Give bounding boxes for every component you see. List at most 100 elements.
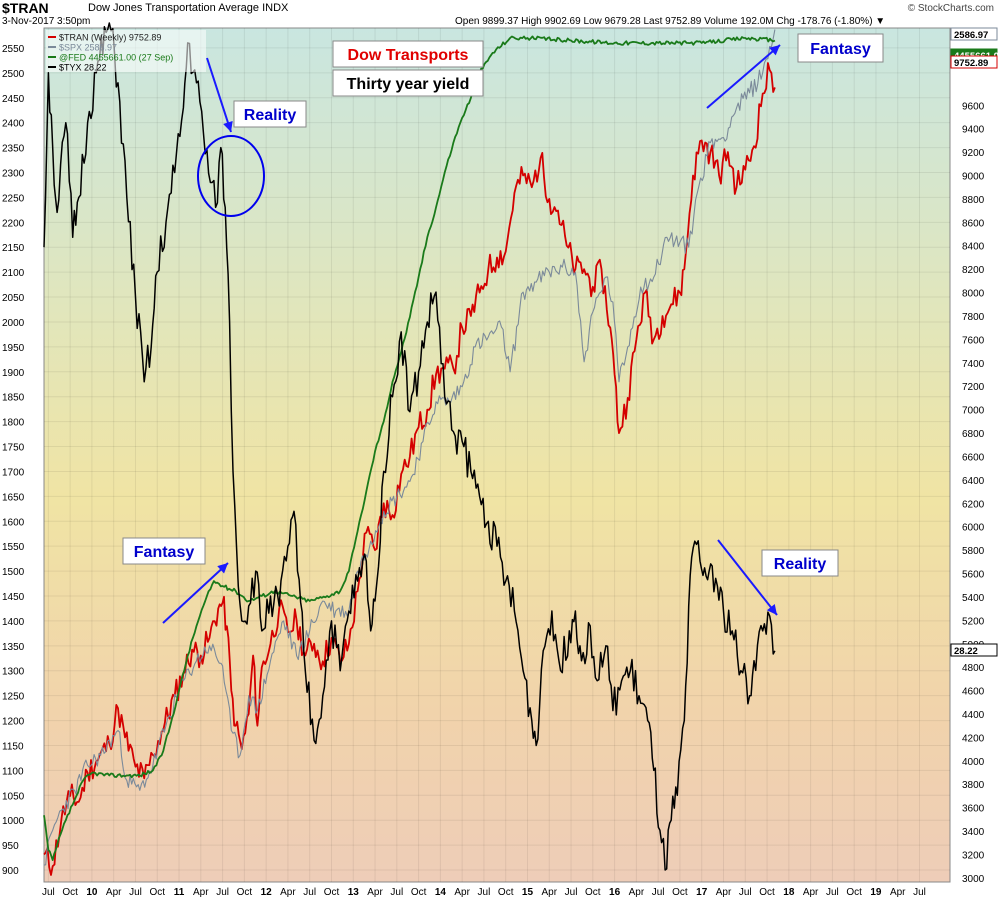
annotation-text: Thirty year yield [347,76,470,93]
left-tick-label: 2050 [2,293,25,304]
left-tick-label: 2250 [2,193,25,204]
left-tick-label: 900 [2,866,19,877]
annotation-text: Dow Transports [348,47,469,64]
left-tick-label: 1150 [2,741,24,752]
stockcharts-watermark: © StockCharts.com [907,3,994,14]
value-label: 28.22 [954,646,978,657]
left-tick-label: 2000 [2,318,25,329]
series-line-fed [43,35,776,861]
x-tick-label: Apr [803,887,819,898]
x-tick-label: 17 [696,887,708,898]
left-tick-label: 1900 [2,368,25,379]
left-tick-label: 2100 [2,268,25,279]
legend-label: $TYX 28.22 [59,63,107,73]
x-tick-label: Apr [454,887,470,898]
x-tick-label: Jul [303,887,316,898]
x-tick-label: Jul [478,887,491,898]
x-tick-label: 11 [174,887,185,898]
series-line-spx [43,29,776,866]
x-tick-label: Oct [149,887,165,898]
axis-layer: 900 950 1000 1050 1100 1150 1200 1250 1300 1350 14… [2,44,985,898]
left-tick-label: 1550 [2,542,25,553]
x-tick-label: 10 [86,887,98,898]
left-tick-label: 1850 [2,393,25,404]
plot-background [43,27,951,883]
x-tick-label: Oct [324,887,340,898]
left-tick-label: 1250 [2,692,25,703]
right-tick-label: 3000 [962,874,985,885]
quote-summary: Open 9899.37 High 9902.69 Low 9679.28 La… [455,16,886,27]
x-tick-label: Apr [280,887,296,898]
left-tick-label: 1600 [2,517,25,528]
ticker-description: Dow Jones Transportation Average INDX [88,2,289,14]
left-tick-label: 1650 [2,492,25,503]
annotation-text: Reality [244,107,297,124]
left-tick-label: 1500 [2,567,25,578]
right-tick-label: 6000 [962,523,985,534]
left-tick-label: 1200 [2,717,25,728]
arrow-shaft [206,57,232,133]
series-line-tyx [43,22,776,871]
right-tick-label: 9200 [962,148,985,159]
right-tick-label: 3200 [962,850,985,861]
annotation-box [761,549,839,577]
arrow-shaft [162,562,229,624]
right-tick-label: 3600 [962,804,985,815]
left-tick-label: 2150 [2,243,25,254]
left-tick-label: 1000 [2,816,25,827]
left-tick-label: 1950 [2,343,25,354]
highlight-circle [197,135,265,217]
x-tick-label: Apr [541,887,557,898]
annotation-box [797,33,884,63]
legend-label: $SPX 2586.97 [59,43,117,53]
right-tick-label: 6400 [962,476,985,487]
left-tick-label: 2450 [2,94,25,105]
x-tick-label: 16 [609,887,621,898]
value-label-box [950,643,998,657]
x-tick-label: 19 [870,887,882,898]
right-tick-label: 5600 [962,570,985,581]
x-tick-label: Jul [652,887,665,898]
x-tick-label: Jul [565,887,578,898]
left-tick-label: 1800 [2,418,25,429]
annotation-text: Fantasy [810,41,871,58]
right-tick-label: 8600 [962,218,985,229]
x-tick-label: 18 [783,887,795,898]
annotation-box [332,69,484,97]
right-tick-label: 7600 [962,335,985,346]
right-tick-label: 6200 [962,499,985,510]
series-layer [43,22,776,876]
value-label: 2586.97 [954,30,988,41]
value-label-box [950,27,998,41]
x-tick-label: 13 [348,887,360,898]
right-tick-label: 7400 [962,359,985,370]
x-tick-label: Apr [367,887,383,898]
x-tick-label: Jul [216,887,229,898]
x-tick-label: Oct [585,887,601,898]
x-tick-label: 14 [435,887,447,898]
left-tick-label: 1050 [2,791,25,802]
legend-label: @FED 4455661.00 (27 Sep) [59,53,173,63]
x-tick-label: Oct [411,887,427,898]
value-label-box [950,55,998,69]
left-tick-label: 2400 [2,119,25,130]
right-tick-label: 8800 [962,195,985,206]
right-tick-label: 8200 [962,265,985,276]
arrow-shaft [706,44,781,109]
right-tick-label: 9400 [962,125,985,136]
annotation-box [122,537,206,565]
left-tick-label: 1700 [2,467,25,478]
right-tick-label: 5200 [962,616,985,627]
x-tick-label: Oct [62,887,78,898]
x-tick-label: Jul [390,887,403,898]
right-tick-label: 5400 [962,593,985,604]
left-tick-label: 1300 [2,667,25,678]
right-tick-label: 8400 [962,242,985,253]
annotation-text: Fantasy [134,544,195,561]
left-tick-label: 1750 [2,443,25,454]
left-tick-label: 2550 [2,44,25,55]
annotation-text: Reality [774,556,827,573]
x-tick-label: Oct [759,887,775,898]
x-tick-label: Jul [129,887,142,898]
